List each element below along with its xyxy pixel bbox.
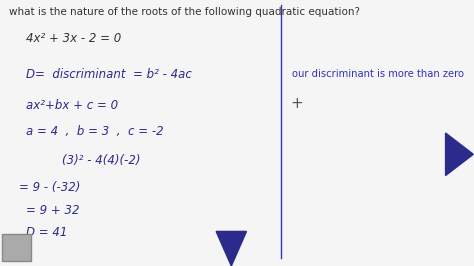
Text: our discriminant is more than zero: our discriminant is more than zero (292, 69, 464, 80)
Text: M: M (12, 243, 21, 252)
Text: = 9 - (-32): = 9 - (-32) (19, 181, 80, 194)
Text: = 9 + 32: = 9 + 32 (26, 204, 80, 217)
Text: what is the nature of the roots of the following quadratic equation?: what is the nature of the roots of the f… (9, 7, 361, 17)
Text: +: + (291, 96, 303, 111)
Polygon shape (446, 133, 473, 176)
Polygon shape (2, 234, 31, 261)
Text: a = 4  ,  b = 3  ,  c = -2: a = 4 , b = 3 , c = -2 (26, 125, 164, 138)
Text: (3)² - 4(4)(-2): (3)² - 4(4)(-2) (62, 155, 140, 167)
Text: D=  discriminant  = b² - 4ac: D= discriminant = b² - 4ac (26, 68, 192, 81)
Text: 4x² + 3x - 2 = 0: 4x² + 3x - 2 = 0 (26, 32, 121, 45)
Polygon shape (216, 231, 246, 266)
Text: D = 41: D = 41 (26, 226, 67, 239)
Text: ax²+bx + c = 0: ax²+bx + c = 0 (26, 99, 118, 111)
